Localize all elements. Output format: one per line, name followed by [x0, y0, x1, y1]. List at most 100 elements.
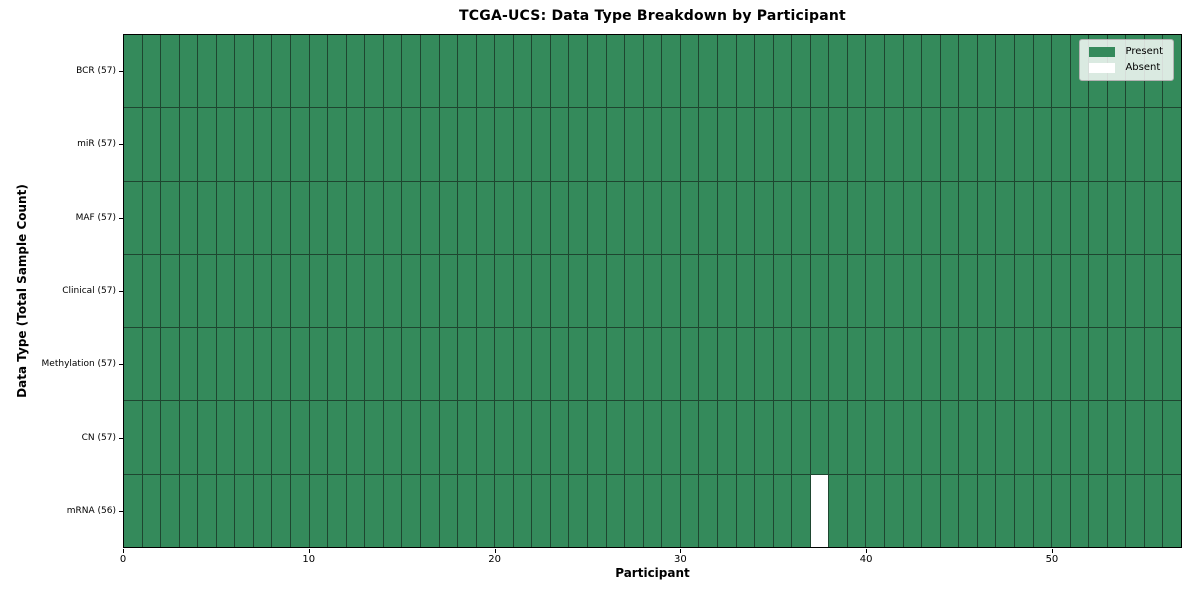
heatmap-cell: [940, 474, 959, 547]
heatmap-cell: [365, 108, 383, 181]
heatmap-cell: [1144, 474, 1163, 547]
heatmap-cell: [1163, 108, 1181, 181]
heatmap-cell: [829, 401, 847, 474]
heatmap-cell: [383, 254, 402, 328]
heatmap-cell: [885, 108, 903, 181]
heatmap-cell: [365, 328, 383, 401]
heatmap-cell: [792, 474, 810, 547]
heatmap-cell: [977, 401, 996, 474]
heatmap-cell: [532, 35, 550, 108]
heatmap-cell: [495, 401, 513, 474]
heatmap-cell: [216, 254, 235, 328]
heatmap-cell: [495, 474, 513, 547]
legend-label: Present: [1125, 46, 1163, 57]
heatmap-cell: [235, 181, 253, 254]
heatmap-cell: [903, 474, 922, 547]
heatmap-cell: [977, 254, 996, 328]
heatmap-cell: [625, 328, 643, 401]
heatmap-cell: [606, 108, 625, 181]
heatmap-cell: [755, 108, 773, 181]
heatmap-cell: [922, 474, 940, 547]
heatmap-cell: [532, 474, 550, 547]
heatmap-cell: [773, 328, 792, 401]
heatmap-cell: [124, 108, 142, 181]
heatmap-cell: [717, 474, 736, 547]
heatmap-cell: [717, 254, 736, 328]
heatmap-cell: [346, 328, 365, 401]
heatmap-cell: [513, 35, 532, 108]
heatmap-cell: [253, 254, 272, 328]
heatmap-cell: [996, 108, 1014, 181]
heatmap-cell: [866, 254, 885, 328]
x-tick-mark: [494, 549, 496, 553]
heatmap-cell: [476, 35, 495, 108]
heatmap-cell: [922, 35, 940, 108]
heatmap-cell: [550, 328, 569, 401]
heatmap-cell: [717, 108, 736, 181]
heatmap-cell: [996, 328, 1014, 401]
heatmap-cell: [346, 401, 365, 474]
heatmap-cell: [161, 328, 179, 401]
heatmap-cell: [755, 35, 773, 108]
heatmap-cell: [1089, 108, 1107, 181]
heatmap-cell: [1070, 328, 1089, 401]
heatmap-cell: [773, 254, 792, 328]
heatmap-cell: [680, 181, 699, 254]
heatmap-cell: [1107, 254, 1126, 328]
heatmap-cell: [606, 328, 625, 401]
heatmap-cell: [699, 254, 717, 328]
heatmap-cell: [513, 181, 532, 254]
heatmap-cell: [680, 401, 699, 474]
x-tick-mark: [1051, 549, 1053, 553]
heatmap-cell: [810, 181, 829, 254]
y-tick-mark: [119, 437, 123, 439]
x-tick-label: 30: [673, 554, 687, 565]
heatmap-cell: [1089, 181, 1107, 254]
heatmap-cell: [829, 474, 847, 547]
heatmap-cell: [569, 108, 588, 181]
heatmap-cell: [328, 474, 346, 547]
plot-area: Present Absent: [123, 34, 1182, 548]
heatmap-cell: [291, 35, 309, 108]
heatmap-cell: [179, 108, 198, 181]
y-tick-mark: [119, 217, 123, 219]
heatmap-cell: [198, 328, 216, 401]
heatmap-cell: [699, 181, 717, 254]
heatmap-cell: [810, 328, 829, 401]
heatmap-cell: [977, 181, 996, 254]
heatmap-cell: [420, 108, 439, 181]
heatmap-cell: [383, 35, 402, 108]
x-tick-mark: [680, 549, 682, 553]
heatmap-cell: [680, 474, 699, 547]
heatmap-cell: [643, 181, 662, 254]
heatmap-cell: [420, 254, 439, 328]
heatmap-cell: [773, 35, 792, 108]
heatmap-cell: [420, 181, 439, 254]
heatmap-cell: [866, 108, 885, 181]
heatmap-cell: [1052, 181, 1070, 254]
heatmap-cell: [588, 401, 606, 474]
heatmap-cell: [309, 35, 328, 108]
heatmap-cell: [402, 35, 420, 108]
heatmap-cell: [606, 35, 625, 108]
x-tick-label: 0: [119, 554, 127, 565]
heatmap-cell: [402, 401, 420, 474]
heatmap-cell: [291, 254, 309, 328]
heatmap-cell: [847, 401, 866, 474]
heatmap-cell: [328, 181, 346, 254]
heatmap-cell: [866, 35, 885, 108]
heatmap-cell: [1126, 474, 1144, 547]
heatmap-cell: [328, 35, 346, 108]
heatmap-cell: [532, 108, 550, 181]
heatmap-cell: [476, 254, 495, 328]
heatmap-cell: [439, 474, 458, 547]
heatmap-cell: [792, 328, 810, 401]
heatmap-cell: [643, 328, 662, 401]
heatmap-cell: [903, 108, 922, 181]
heatmap-cell: [198, 181, 216, 254]
heatmap-cell: [365, 35, 383, 108]
heatmap-cell: [216, 108, 235, 181]
heatmap-cell: [365, 181, 383, 254]
heatmap-cell: [439, 108, 458, 181]
heatmap-cell: [569, 401, 588, 474]
